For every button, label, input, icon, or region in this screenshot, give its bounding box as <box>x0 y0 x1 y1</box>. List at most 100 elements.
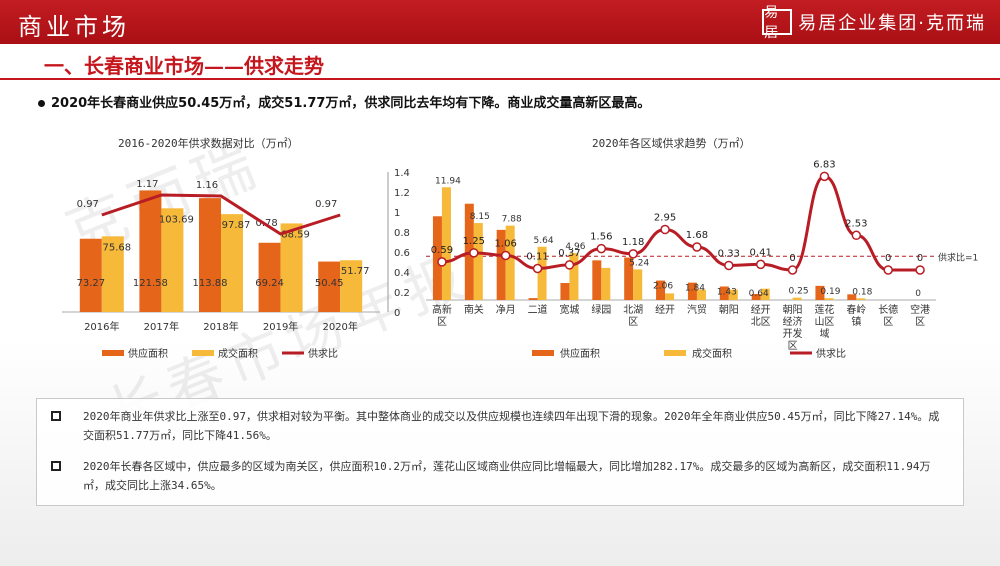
checkbox-icon <box>51 461 61 471</box>
deal-bar <box>221 214 243 312</box>
deal-data-label: 103.69 <box>159 214 194 225</box>
note-item: 2020年长春各区域中，供应最多的区域为南关区，供应面积10.2万㎡，莲花山区域… <box>51 457 941 495</box>
supply-bar <box>199 198 221 312</box>
x-tick-label-line: 莲花 <box>814 303 834 316</box>
ratio-marker <box>564 260 575 270</box>
ratio-data-label: 0.11 <box>526 251 548 262</box>
x-tick-label: 空港区 <box>910 303 930 328</box>
x-tick-label-line: 朝阳 <box>719 304 739 316</box>
legend-deal-label: 成交面积 <box>692 347 732 360</box>
deal-bar <box>101 236 124 312</box>
ratio-data-label: 0.97 <box>77 199 99 210</box>
ratio-marker <box>787 265 798 275</box>
supply-bar <box>815 285 825 300</box>
deal-bar <box>824 298 834 300</box>
x-tick-label: 2019年 <box>263 320 298 333</box>
x-tick-label-line: 经济 <box>783 315 803 328</box>
x-tick-label-line: 南关 <box>464 303 484 316</box>
deal-data-label: 0.18 <box>852 287 872 297</box>
deal-bar <box>161 208 184 312</box>
y2-tick-label: 0 <box>394 308 400 319</box>
supply-bar <box>318 261 341 312</box>
ratio-marker <box>660 224 670 235</box>
ratio-data-label: 0.97 <box>315 199 337 210</box>
deal-bar <box>340 260 363 312</box>
supply-bar <box>496 229 506 300</box>
ratio-data-label: 0.59 <box>431 245 453 256</box>
x-tick-label: 2018年 <box>203 320 238 333</box>
x-tick-label: 朝阳经济开发区 <box>783 304 803 352</box>
x-tick-label-line: 区 <box>628 316 638 328</box>
deal-bar <box>537 246 547 300</box>
x-tick-label: 长德区 <box>878 303 898 328</box>
supply-bar <box>847 294 857 300</box>
ratio-marker <box>883 265 893 275</box>
x-tick-label-line: 域 <box>819 327 829 340</box>
deal-bar <box>856 298 866 300</box>
supply-data-label: 0 <box>915 289 921 299</box>
x-tick-label-line: 高新 <box>432 303 452 316</box>
y2-tick-label: 0.2 <box>394 288 410 299</box>
deal-data-label: 11.94 <box>435 176 461 186</box>
divider <box>0 78 1000 80</box>
headline-text: 2020年长春商业供应50.45万㎡，成交51.77万㎡，供求同比去年均有下降。… <box>51 96 651 111</box>
x-tick-label: 南关 <box>464 303 484 316</box>
supply-bar <box>656 280 666 300</box>
supply-bar <box>624 257 634 300</box>
x-tick-label-line: 经开 <box>655 303 675 316</box>
y2-tick-label: 0.8 <box>394 228 410 239</box>
ratio-line <box>101 193 341 236</box>
supply-bar <box>687 282 697 300</box>
x-tick-label-line: 北区 <box>751 316 771 328</box>
x-tick-label: 2020年 <box>322 320 357 333</box>
supply-data-label: 113.88 <box>193 278 228 289</box>
x-tick-label: 2017年 <box>144 320 179 333</box>
y2-tick-label: 1 <box>394 208 400 219</box>
legend-supply-swatch <box>532 350 554 356</box>
deal-bar <box>728 289 738 300</box>
deal-bar <box>696 289 706 300</box>
x-tick-label: 二道 <box>528 303 548 316</box>
x-tick-label: 经开北区 <box>751 303 771 328</box>
ratio-marker <box>628 249 638 259</box>
legend-supply-label: 供应面积 <box>128 347 168 360</box>
ratio-marker <box>532 263 543 274</box>
ratio-data-label: 1.16 <box>196 180 218 191</box>
chart1-title: 2016-2020年供求数据对比（万㎡） <box>118 137 299 150</box>
ratio-data-label: 2.95 <box>654 213 676 224</box>
deal-bar <box>441 187 451 300</box>
chart1-svg: 0 0.2 0.4 0.6 0.8 1 1.2 1.4 73.27 75.68 2016年 0.97 1… <box>62 168 410 360</box>
supply-bar <box>592 260 602 300</box>
x-tick-label: 春岭镇 <box>846 303 866 328</box>
ratio-marker <box>915 265 925 275</box>
ratio-marker <box>596 243 607 254</box>
deal-data-label: 75.68 <box>102 242 131 253</box>
supply-data-label: 50.45 <box>315 278 344 289</box>
section-subtitle: 一、长春商业市场——供求走势 <box>44 54 324 78</box>
deal-data-label: 88.59 <box>281 229 310 240</box>
ratio-data-label: 1.68 <box>686 230 708 241</box>
x-tick-label-line: 长德 <box>878 303 898 316</box>
deal-bar <box>792 297 802 300</box>
note-item: 2020年商业年供求比上涨至0.97，供求相对较为平衡。其中整体商业的成交以及供… <box>51 407 941 445</box>
ratio-data-label: 6.83 <box>813 159 835 170</box>
x-tick-label-line: 镇 <box>851 315 861 328</box>
ratio-data-label: 1.18 <box>622 237 644 248</box>
x-tick-label-line: 绿园 <box>591 303 611 316</box>
supply-bar <box>79 238 102 312</box>
ratio-data-label: 1.25 <box>463 236 485 247</box>
supply-data-label: 2.06 <box>653 282 673 292</box>
ratio-marker <box>724 260 734 271</box>
supply-bar <box>560 283 570 300</box>
chart2-title: 2020年各区域供求趋势（万㎡） <box>592 137 751 150</box>
x-tick-label: 朝阳 <box>719 304 739 316</box>
ratio-data-label: 0 <box>917 253 923 264</box>
deal-bar <box>665 293 675 300</box>
deal-data-label: 8.15 <box>470 212 490 222</box>
headline: 2020年长春商业供应50.45万㎡，成交51.77万㎡，供求同比去年均有下降。… <box>38 92 650 111</box>
x-tick-label-line: 山区 <box>814 316 834 328</box>
y2-tick-label: 0.4 <box>394 268 410 279</box>
x-tick-label: 宽城 <box>559 303 579 316</box>
bullet-icon <box>38 100 45 107</box>
supply-bar <box>432 216 442 300</box>
